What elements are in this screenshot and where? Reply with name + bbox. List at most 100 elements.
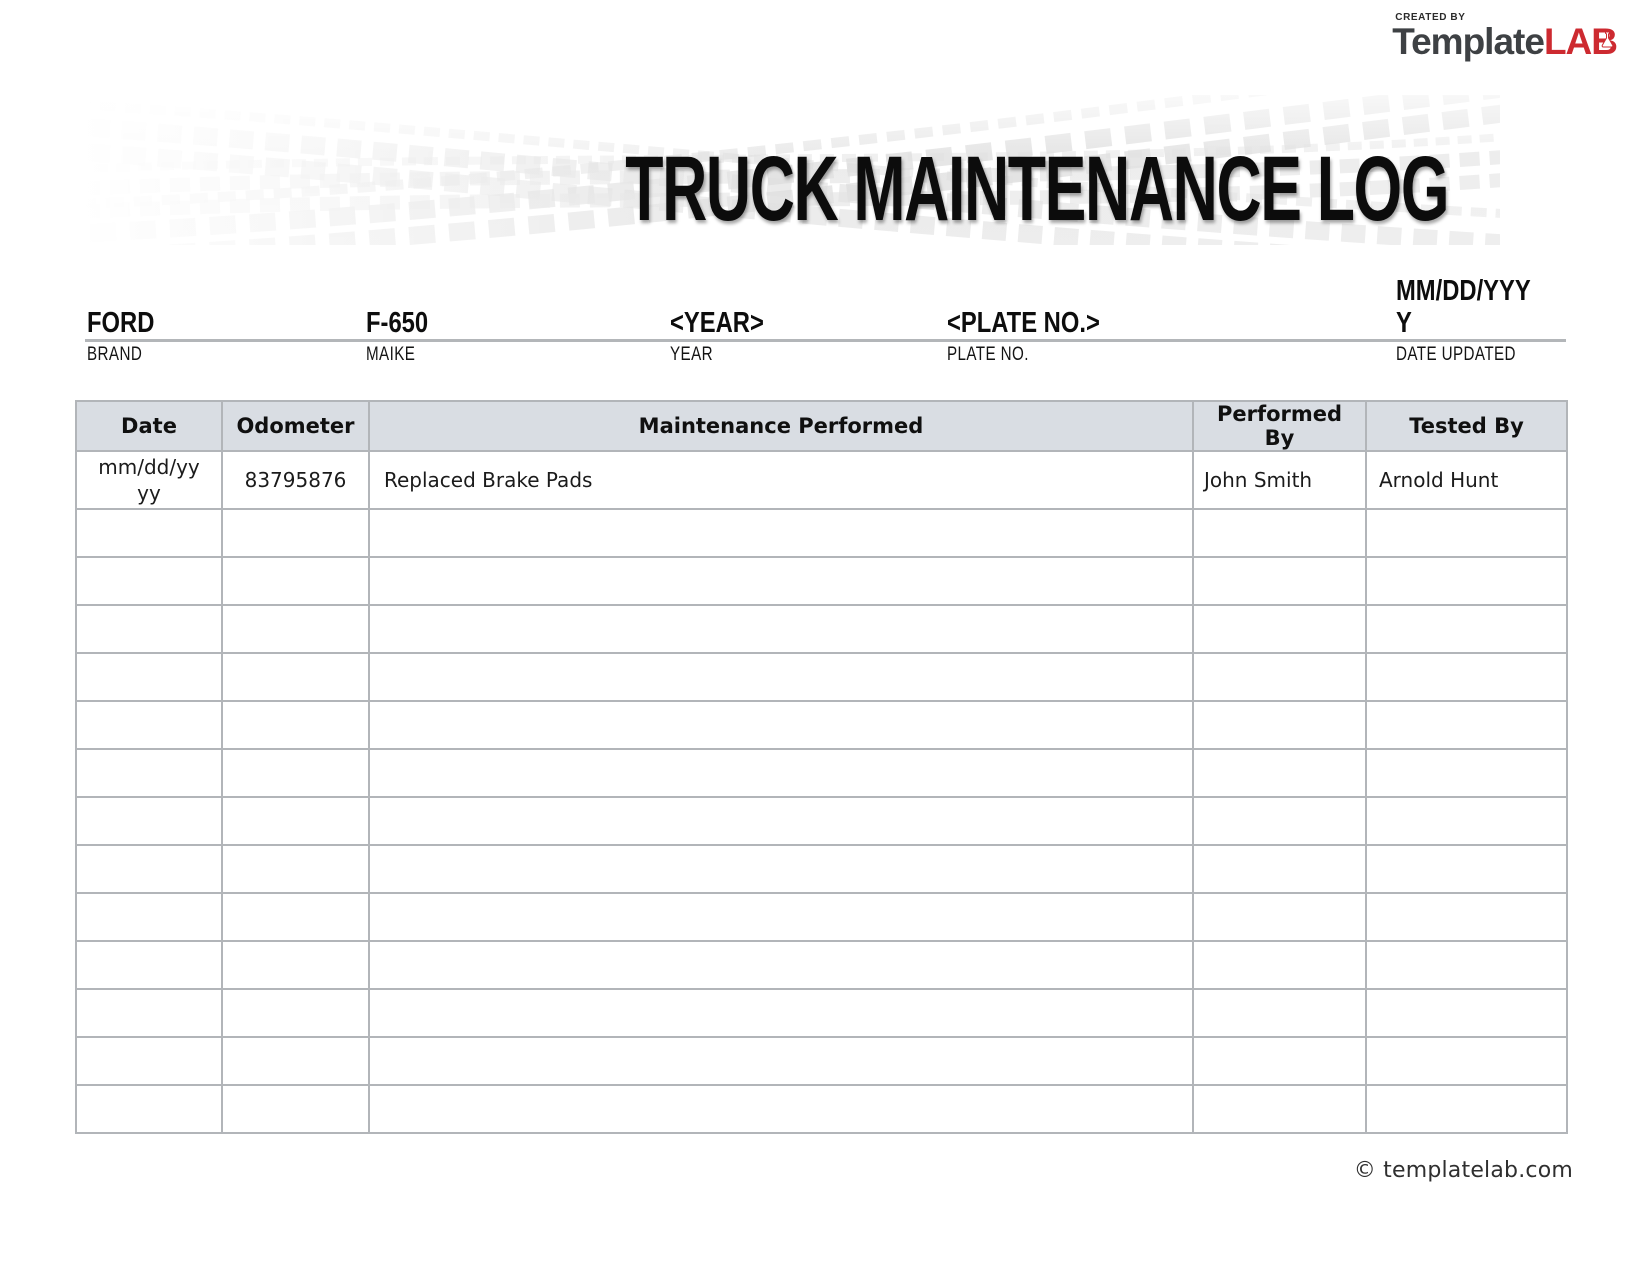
empty-cell-tested-by[interactable] [1365, 1036, 1568, 1087]
empty-cell-tested-by[interactable] [1365, 1084, 1568, 1135]
empty-cell-tested-by[interactable] [1365, 604, 1568, 655]
empty-cell-odometer[interactable] [221, 652, 370, 703]
empty-cell-odometer[interactable] [221, 508, 370, 559]
empty-cell-performed-by[interactable] [1192, 652, 1367, 703]
empty-cell-tested-by[interactable] [1365, 796, 1568, 847]
empty-cell-date[interactable] [75, 700, 223, 751]
empty-cell-tested-by[interactable] [1365, 700, 1568, 751]
empty-cell-performed-by[interactable] [1192, 748, 1367, 799]
vehicle-make-field: F-650 MAIKE [366, 283, 656, 365]
empty-cell-maintenance[interactable] [368, 1036, 1194, 1087]
vehicle-make-label: MAIKE [366, 344, 416, 365]
cell-odometer[interactable]: 83795876 [221, 450, 370, 511]
empty-cell-odometer[interactable] [221, 940, 370, 991]
empty-cell-tested-by[interactable] [1365, 748, 1568, 799]
empty-cell-maintenance[interactable] [368, 1084, 1194, 1135]
empty-cell-performed-by[interactable] [1192, 1084, 1367, 1135]
empty-cell-odometer[interactable] [221, 844, 370, 895]
empty-cell-date[interactable] [75, 1036, 223, 1087]
empty-cell-tested-by[interactable] [1365, 940, 1568, 991]
empty-cell-tested-by[interactable] [1365, 556, 1568, 607]
wordmark-lab: LAB [1543, 21, 1618, 62]
empty-cell-odometer[interactable] [221, 796, 370, 847]
empty-cell-maintenance[interactable] [368, 892, 1194, 943]
empty-cell-performed-by[interactable] [1192, 604, 1367, 655]
flask-icon [1601, 31, 1614, 48]
empty-cell-date[interactable] [75, 604, 223, 655]
empty-cell-tested-by[interactable] [1365, 844, 1568, 895]
empty-cell-maintenance[interactable] [368, 988, 1194, 1039]
empty-table-row [75, 604, 1568, 655]
empty-cell-date[interactable] [75, 652, 223, 703]
vehicle-year-value[interactable]: <YEAR> [670, 306, 764, 339]
empty-table-row [75, 1084, 1568, 1135]
empty-table-row [75, 1036, 1568, 1087]
created-by-label: CREATED BY [1395, 12, 1466, 23]
empty-cell-date[interactable] [75, 844, 223, 895]
cell-tested-by[interactable]: Arnold Hunt [1365, 450, 1568, 511]
vehicle-plate-label: PLATE NO. [947, 344, 1029, 365]
footer-copyright-link[interactable]: © templatelab.com [1353, 1158, 1573, 1183]
empty-cell-odometer[interactable] [221, 988, 370, 1039]
empty-table-row [75, 892, 1568, 943]
empty-cell-odometer[interactable] [221, 604, 370, 655]
empty-cell-performed-by[interactable] [1192, 796, 1367, 847]
cell-maintenance[interactable]: Replaced Brake Pads [368, 450, 1194, 511]
empty-cell-date[interactable] [75, 892, 223, 943]
empty-cell-odometer[interactable] [221, 748, 370, 799]
empty-cell-odometer[interactable] [221, 700, 370, 751]
empty-cell-performed-by[interactable] [1192, 988, 1367, 1039]
empty-table-row [75, 988, 1568, 1039]
empty-cell-performed-by[interactable] [1192, 1036, 1367, 1087]
empty-cell-maintenance[interactable] [368, 508, 1194, 559]
empty-cell-date[interactable] [75, 988, 223, 1039]
empty-cell-maintenance[interactable] [368, 700, 1194, 751]
empty-cell-date[interactable] [75, 508, 223, 559]
cell-date[interactable]: mm/dd/yyyy [75, 450, 223, 511]
empty-cell-date[interactable] [75, 796, 223, 847]
empty-cell-tested-by[interactable] [1365, 508, 1568, 559]
empty-cell-maintenance[interactable] [368, 652, 1194, 703]
empty-cell-maintenance[interactable] [368, 556, 1194, 607]
vehicle-year-field: <YEAR> YEAR [670, 283, 935, 365]
empty-cell-performed-by[interactable] [1192, 940, 1367, 991]
vehicle-plate-value[interactable]: <PLATE NO.> [947, 306, 1100, 339]
banner: TRUCK MAINTENANCE LOG [80, 95, 1500, 245]
empty-cell-performed-by[interactable] [1192, 892, 1367, 943]
empty-cell-odometer[interactable] [221, 892, 370, 943]
empty-cell-maintenance[interactable] [368, 604, 1194, 655]
empty-cell-odometer[interactable] [221, 1084, 370, 1135]
empty-cell-maintenance[interactable] [368, 940, 1194, 991]
header-maintenance: Maintenance Performed [368, 399, 1194, 453]
table-header-row: Date Odometer Maintenance Performed Perf… [75, 399, 1568, 453]
vehicle-make-value[interactable]: F-650 [366, 306, 429, 339]
empty-cell-performed-by[interactable] [1192, 556, 1367, 607]
empty-cell-date[interactable] [75, 1084, 223, 1135]
empty-table-row [75, 652, 1568, 703]
empty-cell-date[interactable] [75, 748, 223, 799]
empty-cell-tested-by[interactable] [1365, 892, 1568, 943]
empty-cell-performed-by[interactable] [1192, 700, 1367, 751]
vehicle-brand-label: BRAND [87, 344, 143, 365]
empty-cell-odometer[interactable] [221, 556, 370, 607]
empty-cell-tested-by[interactable] [1365, 988, 1568, 1039]
empty-cell-odometer[interactable] [221, 1036, 370, 1087]
info-underline [85, 339, 1566, 342]
empty-table-row [75, 844, 1568, 895]
vehicle-brand-value[interactable]: FORD [87, 306, 155, 339]
empty-table-row [75, 940, 1568, 991]
templatelab-logo[interactable]: CREATED BY TemplateLAB [1392, 12, 1618, 62]
empty-cell-performed-by[interactable] [1192, 844, 1367, 895]
vehicle-info-section: FORD BRAND F-650 MAIKE <YEAR> YEAR <PLAT… [0, 276, 1650, 367]
empty-cell-tested-by[interactable] [1365, 652, 1568, 703]
wordmark-template: Template [1392, 21, 1545, 62]
empty-cell-maintenance[interactable] [368, 844, 1194, 895]
page-title: TRUCK MAINTENANCE LOG [625, 138, 1449, 240]
empty-cell-date[interactable] [75, 940, 223, 991]
cell-performed-by[interactable]: John Smith [1192, 450, 1367, 511]
empty-cell-maintenance[interactable] [368, 796, 1194, 847]
empty-cell-maintenance[interactable] [368, 748, 1194, 799]
empty-cell-performed-by[interactable] [1192, 508, 1367, 559]
date-updated-value[interactable]: MM/DD/YYYY [1396, 275, 1531, 339]
empty-cell-date[interactable] [75, 556, 223, 607]
